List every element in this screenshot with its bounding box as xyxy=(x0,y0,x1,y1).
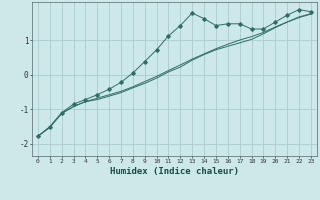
X-axis label: Humidex (Indice chaleur): Humidex (Indice chaleur) xyxy=(110,167,239,176)
